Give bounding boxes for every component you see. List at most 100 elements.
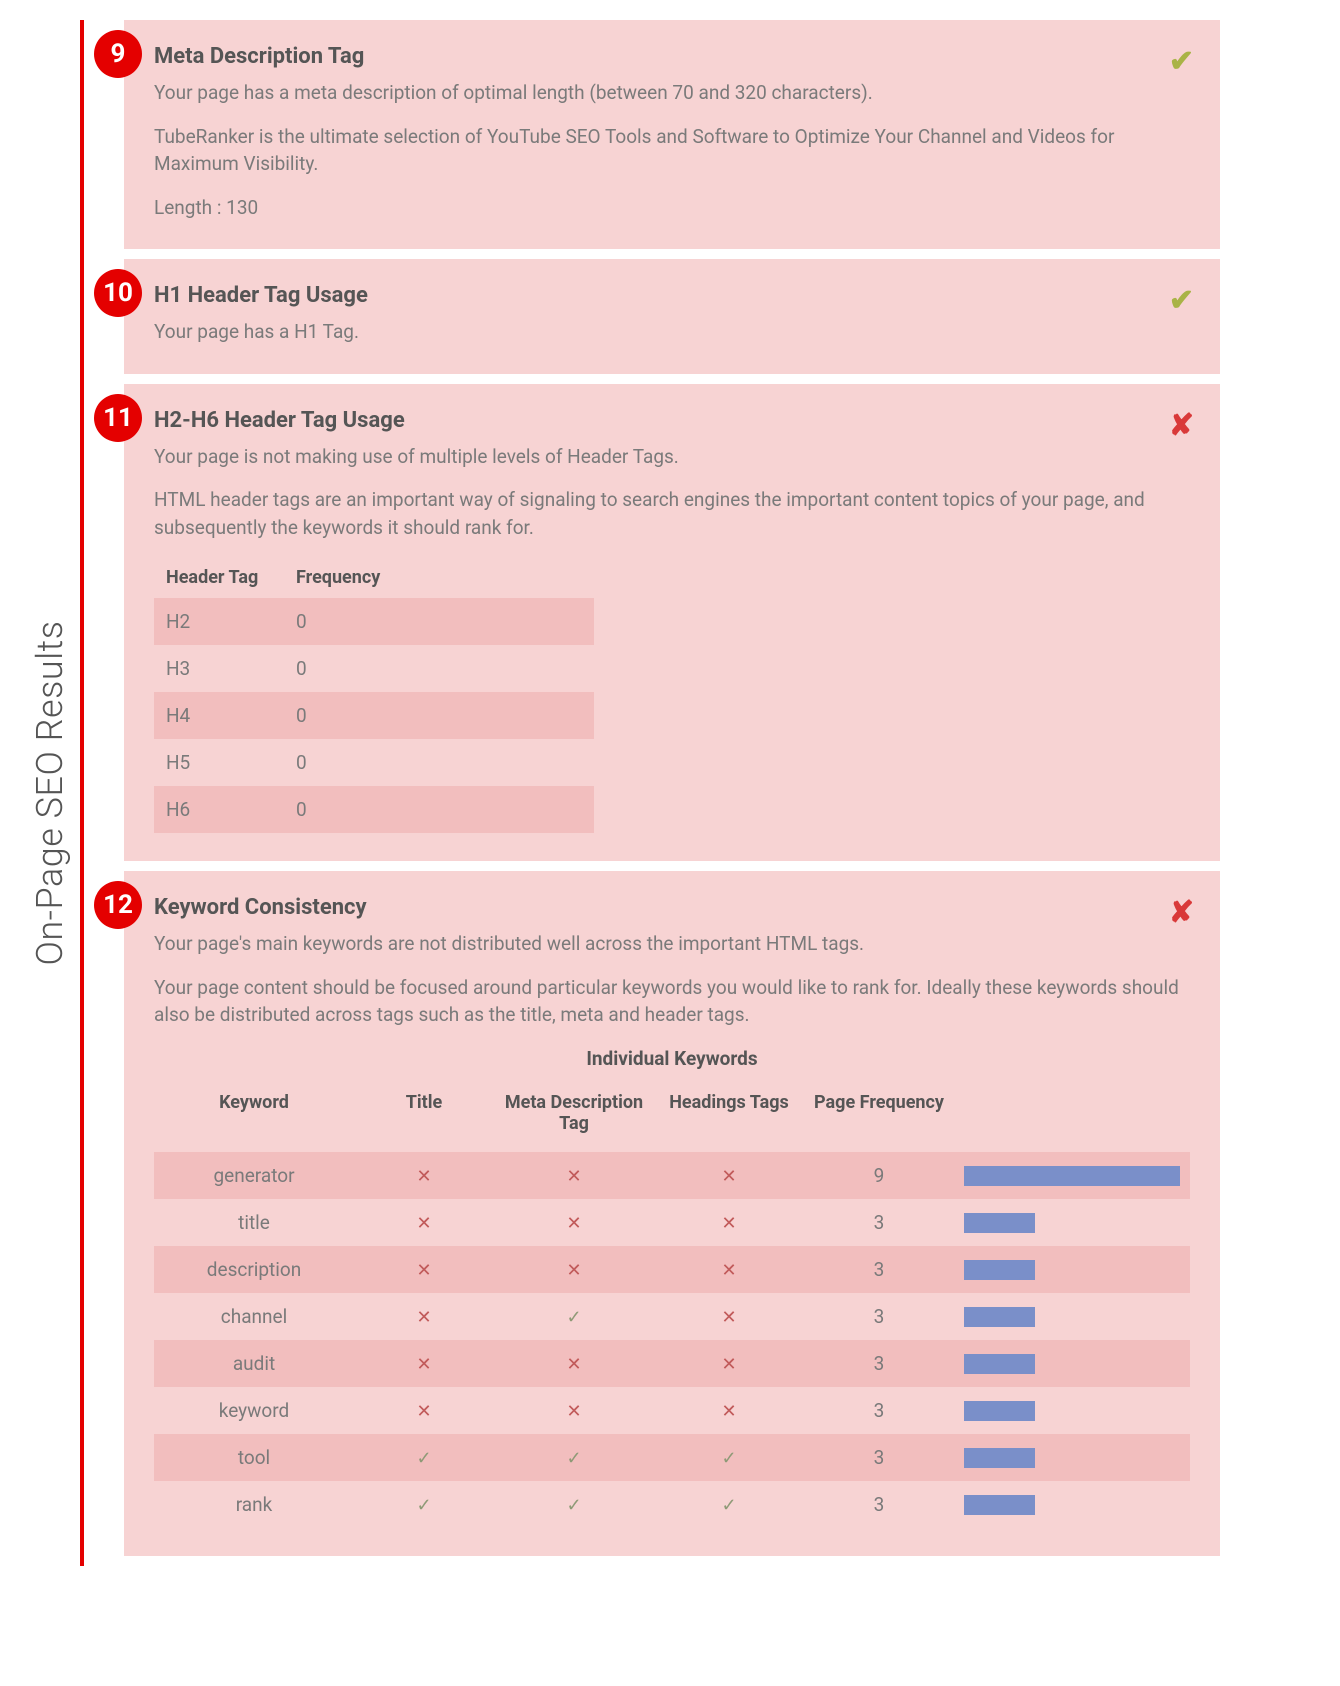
cell-bar <box>954 1307 1190 1327</box>
section-h1-usage: 10 ✔ H1 Header Tag Usage Your page has a… <box>124 259 1220 374</box>
section-h2h6-usage: 11 ✘ H2-H6 Header Tag Usage Your page is… <box>124 384 1220 862</box>
cell-freq: 0 <box>296 751 582 774</box>
cell-keyword: channel <box>154 1305 354 1328</box>
badge-11: 11 <box>94 394 142 442</box>
cell-title: ✕ <box>354 1258 494 1281</box>
cell-freq: 3 <box>804 1258 954 1281</box>
cell-bar <box>954 1260 1190 1280</box>
keyword-table-head: Keyword Title Meta Description Tag Headi… <box>154 1084 1190 1152</box>
section-text: Your page is not making use of multiple … <box>154 443 1190 471</box>
section-meta-description: 9 ✔ Meta Description Tag Your page has a… <box>124 20 1220 249</box>
section-text: TubeRanker is the ultimate selection of … <box>154 123 1190 178</box>
page: On-Page SEO Results 9 ✔ Meta Description… <box>0 0 1340 1606</box>
x-icon: ✕ <box>416 1260 431 1281</box>
bar-fill <box>964 1307 1035 1327</box>
cell-meta: ✕ <box>494 1164 654 1187</box>
table-row: H50 <box>154 739 594 786</box>
cell-meta: ✓ <box>494 1493 654 1516</box>
table-head: Header Tag Frequency <box>154 557 594 598</box>
cell-freq: 3 <box>804 1493 954 1516</box>
table-row: H40 <box>154 692 594 739</box>
table-row: H20 <box>154 598 594 645</box>
section-text: Your page's main keywords are not distri… <box>154 930 1190 958</box>
table-row: tool✓✓✓3 <box>154 1434 1190 1481</box>
cell-title: ✕ <box>354 1164 494 1187</box>
x-icon: ✕ <box>416 1213 431 1234</box>
cell-head: ✕ <box>654 1164 804 1187</box>
cell-bar <box>954 1448 1190 1468</box>
bar-track <box>964 1495 1180 1515</box>
badge-12: 12 <box>94 881 142 929</box>
cell-freq: 0 <box>296 657 582 680</box>
cell-keyword: keyword <box>154 1399 354 1422</box>
cell-freq: 3 <box>804 1399 954 1422</box>
cell-meta: ✓ <box>494 1446 654 1469</box>
content: 9 ✔ Meta Description Tag Your page has a… <box>124 20 1340 1566</box>
check-icon: ✓ <box>566 1495 581 1516</box>
red-divider <box>80 20 84 1566</box>
cell-meta: ✕ <box>494 1258 654 1281</box>
cell-title: ✕ <box>354 1399 494 1422</box>
section-text: Your page has a H1 Tag. <box>154 318 1190 346</box>
section-keyword-consistency: 12 ✘ Keyword Consistency Your page's mai… <box>124 871 1220 1556</box>
cell-meta: ✕ <box>494 1399 654 1422</box>
table-row: keyword✕✕✕3 <box>154 1387 1190 1434</box>
table-row: H60 <box>154 786 594 833</box>
section-title: Keyword Consistency <box>154 895 1190 920</box>
table-row: title✕✕✕3 <box>154 1199 1190 1246</box>
cell-keyword: audit <box>154 1352 354 1375</box>
bar-track <box>964 1260 1180 1280</box>
cell-tag: H3 <box>166 657 296 680</box>
x-icon: ✕ <box>566 1213 581 1234</box>
bar-track <box>964 1448 1180 1468</box>
cell-keyword: rank <box>154 1493 354 1516</box>
check-icon: ✓ <box>721 1448 736 1469</box>
check-icon: ✓ <box>566 1307 581 1328</box>
badge-9: 9 <box>94 30 142 78</box>
table-row: H30 <box>154 645 594 692</box>
cell-tag: H2 <box>166 610 296 633</box>
check-icon: ✓ <box>566 1448 581 1469</box>
x-icon: ✕ <box>566 1166 581 1187</box>
cell-head: ✓ <box>654 1493 804 1516</box>
cell-freq: 0 <box>296 704 582 727</box>
cell-head: ✓ <box>654 1446 804 1469</box>
x-icon: ✕ <box>416 1307 431 1328</box>
side-label: On-Page SEO Results <box>20 20 80 1566</box>
cell-head: ✕ <box>654 1305 804 1328</box>
bar-fill <box>964 1448 1035 1468</box>
cell-title: ✓ <box>354 1493 494 1516</box>
col-keyword: Keyword <box>154 1092 354 1113</box>
cell-bar <box>954 1166 1190 1186</box>
badge-10: 10 <box>94 269 142 317</box>
bar-track <box>964 1354 1180 1374</box>
col-title: Title <box>354 1092 494 1113</box>
cell-tag: H4 <box>166 704 296 727</box>
x-icon: ✕ <box>416 1354 431 1375</box>
keyword-table-title: Individual Keywords <box>154 1047 1190 1070</box>
cell-meta: ✕ <box>494 1211 654 1234</box>
x-icon: ✘ <box>1169 895 1194 930</box>
col-headings: Headings Tags <box>654 1092 804 1113</box>
cell-freq: 3 <box>804 1352 954 1375</box>
x-icon: ✘ <box>1169 408 1194 443</box>
cell-freq: 9 <box>804 1164 954 1187</box>
table-row: generator✕✕✕9 <box>154 1152 1190 1199</box>
col-meta: Meta Description Tag <box>494 1092 654 1134</box>
table-row: channel✕✓✕3 <box>154 1293 1190 1340</box>
bar-fill <box>964 1401 1035 1421</box>
col-freq: Page Frequency <box>804 1092 954 1113</box>
x-icon: ✕ <box>721 1166 736 1187</box>
section-text: HTML header tags are an important way of… <box>154 486 1190 541</box>
cell-keyword: description <box>154 1258 354 1281</box>
header-frequency-table: Header Tag Frequency H20H30H40H50H60 <box>154 557 594 833</box>
cell-bar <box>954 1213 1190 1233</box>
cell-keyword: generator <box>154 1164 354 1187</box>
cell-head: ✕ <box>654 1211 804 1234</box>
x-icon: ✕ <box>721 1401 736 1422</box>
check-icon: ✓ <box>416 1495 431 1516</box>
cell-title: ✕ <box>354 1211 494 1234</box>
section-title: H1 Header Tag Usage <box>154 283 1190 308</box>
cell-tag: H6 <box>166 798 296 821</box>
section-title: Meta Description Tag <box>154 44 1190 69</box>
